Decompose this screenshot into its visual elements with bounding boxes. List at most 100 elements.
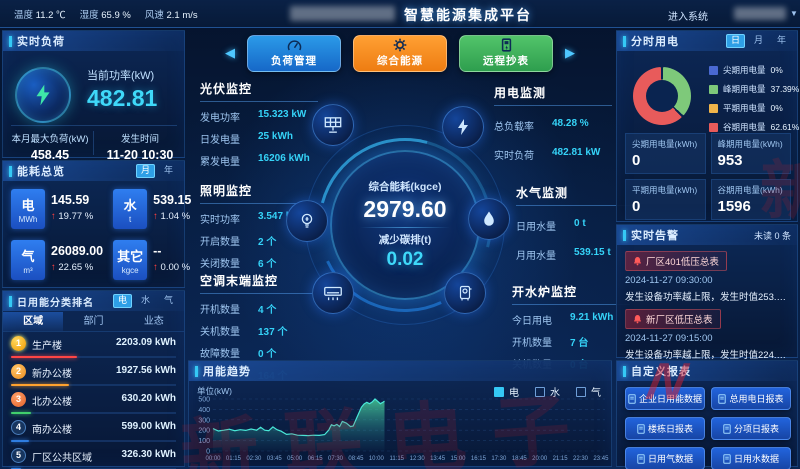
rank-bar bbox=[11, 384, 69, 386]
current-power-value: 482.81 bbox=[87, 85, 158, 111]
report-button-subitem-daily[interactable]: 分项日报表 bbox=[711, 417, 791, 440]
gauge-icon bbox=[287, 39, 301, 50]
pv-monitor-title: 光伏监控 bbox=[200, 80, 318, 102]
username-blurred[interactable] bbox=[734, 7, 786, 20]
report-button-daily-gas[interactable]: 日用气数据 bbox=[625, 447, 705, 469]
carbon-reduce-label: 减少碳排(t) bbox=[378, 234, 432, 246]
realtime-load-header: 实时负荷 bbox=[3, 31, 184, 51]
svg-text:200: 200 bbox=[198, 428, 210, 435]
svg-text:20:00: 20:00 bbox=[532, 456, 548, 462]
remote-meter-reading-button[interactable]: 远程抄表 bbox=[459, 34, 553, 72]
power-monitor-group: 用电监测 总负载率 48.28 % 实时负荷 482.81 kW bbox=[462, 84, 612, 162]
lighting-monitor-title: 照明监控 bbox=[200, 182, 318, 204]
toggle-year[interactable]: 年 bbox=[163, 165, 173, 176]
carousel-next-arrow[interactable]: ▶ bbox=[565, 45, 575, 60]
svg-text:22:30: 22:30 bbox=[573, 456, 589, 462]
humidity-stat: 湿度 65.9 % bbox=[79, 9, 131, 21]
gear-icon bbox=[393, 38, 407, 52]
reports-header: 自定义报表 bbox=[617, 361, 797, 381]
tou-toggle-month[interactable]: 月 bbox=[753, 35, 763, 46]
svg-text:10:00: 10:00 bbox=[369, 456, 385, 462]
up-arrow-icon: ↑ bbox=[153, 211, 158, 222]
unread-count: 未读 0 条 bbox=[753, 230, 791, 241]
svg-text:100: 100 bbox=[198, 438, 210, 445]
ranking-toggle-gas[interactable]: 气 bbox=[163, 295, 173, 306]
tab-department[interactable]: 部门 bbox=[83, 316, 104, 327]
enter-system-link[interactable]: 进入系统 bbox=[668, 12, 708, 23]
load-management-button[interactable]: 负荷管理 bbox=[247, 34, 341, 72]
svg-text:07:30: 07:30 bbox=[328, 456, 344, 462]
pv-monitor-group: 光伏监控 发电功率 15.323 kW 日发电量 25 kWh 累发电量 16206 … bbox=[200, 80, 350, 168]
svg-text:500: 500 bbox=[198, 397, 210, 404]
divider bbox=[360, 227, 450, 228]
checkbox-water[interactable] bbox=[535, 386, 545, 397]
boiler-monitor-title: 开水炉监控 bbox=[512, 283, 630, 305]
tab-business[interactable]: 业态 bbox=[143, 316, 164, 327]
month-max-load: 本月最大负荷(kW) 458.45 bbox=[11, 134, 89, 162]
ranking-row: 1 生产楼 2203.09 kWh bbox=[11, 334, 176, 360]
document-icon bbox=[637, 423, 645, 434]
header-accent-bar bbox=[195, 365, 198, 377]
report-button-building-daily[interactable]: 楼栋日报表 bbox=[625, 417, 705, 440]
rank-bar bbox=[11, 356, 77, 358]
toggle-month[interactable]: 月 bbox=[135, 164, 155, 178]
up-arrow-icon: ↑ bbox=[51, 262, 56, 273]
alert-item[interactable]: 厂区401低压总表 2024-11-27 09:30:00 发生设备功率越上限，… bbox=[625, 251, 791, 303]
reports-grid: 企业日用能数据 总用电日报表 楼栋日报表 分项日报表 日用气数据 日用水数据 bbox=[625, 387, 791, 469]
svg-text:16:15: 16:15 bbox=[471, 456, 487, 462]
ranking-toggle-water[interactable]: 水 bbox=[140, 295, 150, 306]
energy-ranking-panel: 日用能分类排名 电 水 气 区域 部门 业态 1 生产楼 2203.09 kWh … bbox=[2, 290, 185, 469]
air-conditioner-icon bbox=[312, 272, 354, 314]
electric-tile: 电 MWh bbox=[11, 189, 45, 229]
tou-toggle-day[interactable]: 日 bbox=[725, 34, 745, 48]
legend-gas[interactable]: 气 bbox=[576, 384, 601, 399]
rank-badge: 3 bbox=[11, 392, 26, 407]
electric-bolt-icon bbox=[442, 106, 484, 148]
svg-text:21:15: 21:15 bbox=[553, 456, 569, 462]
ranking-toggle-electric[interactable]: 电 bbox=[112, 294, 132, 308]
report-button-enterprise-daily[interactable]: 企业日用能数据 bbox=[625, 387, 705, 410]
svg-text:06:15: 06:15 bbox=[308, 456, 324, 462]
tou-stat-peak: 峰期用电量(kWh) 953 bbox=[710, 133, 791, 174]
overview-gas: 气 m³ 26089.00 ↑ 22.65 % bbox=[11, 240, 103, 283]
alert-item[interactable]: 新厂区低压总表 2024-11-27 09:15:00 发生设备功率越上限，发生… bbox=[625, 309, 791, 361]
document-icon bbox=[718, 393, 727, 404]
checkbox-electric[interactable] bbox=[494, 386, 504, 397]
svg-text:15:00: 15:00 bbox=[450, 456, 466, 462]
report-button-daily-water[interactable]: 日用水数据 bbox=[711, 447, 791, 469]
rank-bar bbox=[11, 440, 30, 442]
trend-legend: 电 水 气 bbox=[494, 384, 601, 399]
svg-text:300: 300 bbox=[198, 417, 210, 424]
header-accent-bar bbox=[623, 365, 626, 377]
realtime-alerts-panel: 实时告警 未读 0 条 厂区401低压总表 2024-11-27 09:30:0… bbox=[616, 224, 798, 361]
carousel-prev-arrow[interactable]: ◀ bbox=[225, 45, 235, 60]
chevron-down-icon[interactable]: ▼ bbox=[790, 9, 798, 18]
header-accent-bar bbox=[9, 35, 12, 47]
report-button-total-electric[interactable]: 总用电日报表 bbox=[711, 387, 791, 410]
document-icon bbox=[637, 453, 645, 464]
overview-other: 其它 kgce -- ↑ 0.00 % bbox=[113, 240, 191, 283]
document-icon bbox=[723, 423, 731, 434]
checkbox-gas[interactable] bbox=[576, 386, 586, 397]
tou-toggle-year[interactable]: 年 bbox=[776, 35, 786, 46]
total-energy-value: 2979.60 bbox=[363, 196, 447, 222]
alerts-title: 实时告警 bbox=[631, 230, 679, 242]
legend-swatch bbox=[709, 122, 718, 132]
legend-electric[interactable]: 电 bbox=[494, 384, 519, 399]
header-accent-bar bbox=[9, 295, 12, 307]
ranking-row: 3 北办公楼 630.20 kWh bbox=[11, 390, 176, 416]
ranking-row: 5 厂区公共区域 326.30 kWh bbox=[11, 446, 176, 469]
tab-region[interactable]: 区域 bbox=[3, 312, 64, 331]
water-gas-title: 水气监测 bbox=[516, 184, 634, 206]
integrated-energy-button[interactable]: 综合能源 bbox=[353, 34, 447, 72]
legend-water[interactable]: 水 bbox=[535, 384, 560, 399]
energy-overview-header: 能耗总览 月 年 bbox=[3, 161, 184, 181]
realtime-load-panel: 实时负荷 当前功率(kW) 482.81 本月最大负荷(kW) 458.45 发… bbox=[2, 30, 185, 162]
rank-badge: 4 bbox=[11, 420, 26, 435]
tou-donut-chart bbox=[633, 67, 691, 125]
boiler-icon bbox=[444, 272, 486, 314]
svg-text:05:00: 05:00 bbox=[287, 456, 303, 462]
header-accent-bar bbox=[9, 165, 12, 177]
lightning-icon bbox=[15, 67, 71, 123]
